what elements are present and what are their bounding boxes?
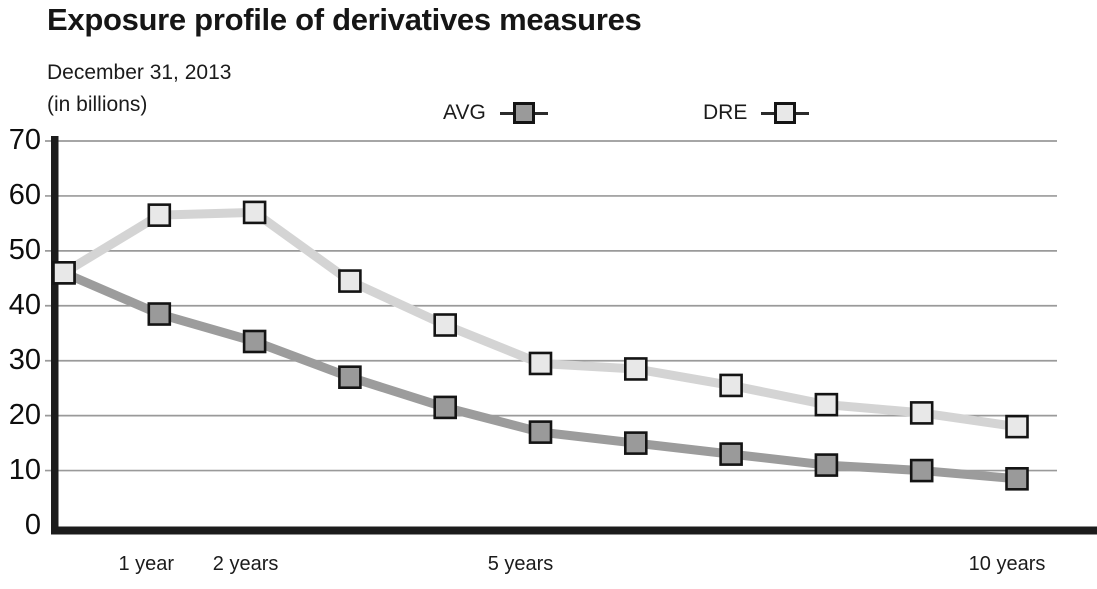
avg-marker: [909, 458, 934, 483]
dre-marker: [909, 401, 934, 425]
y-axis-line: [51, 136, 59, 535]
avg-marker: [623, 431, 648, 455]
chart-title: Exposure profile of derivatives measures: [47, 2, 642, 37]
y-axis-label: 20: [8, 398, 41, 431]
avg-line: [62, 268, 1018, 484]
dre-marker: [52, 261, 76, 285]
dre-marker: [147, 203, 172, 227]
y-axis-label: 50: [8, 233, 41, 266]
avg-marker: [338, 365, 362, 389]
dre-line: [61, 207, 1018, 432]
dre-marker: [623, 357, 648, 381]
avg-marker: [147, 302, 172, 326]
x-axis-label: 1 year: [118, 553, 175, 575]
x-axis-label: 2 years: [212, 553, 279, 575]
x-axis-label: 5 years: [487, 553, 554, 575]
avg-marker: [1005, 467, 1029, 491]
dre-marker: [1005, 414, 1029, 439]
chart-subtitle-units: (in billions): [47, 93, 148, 116]
y-axis-label: 40: [8, 288, 41, 321]
y-axis-label: 0: [24, 508, 41, 541]
legend-label-dre: DRE: [703, 101, 748, 124]
dre-marker: [433, 313, 458, 337]
avg-marker: [528, 420, 553, 444]
y-axis-label: 10: [8, 453, 41, 486]
avg-marker: [719, 442, 743, 466]
dre-marker: [242, 200, 267, 225]
avg-series-marker-icon: [499, 101, 548, 125]
dre-marker: [719, 373, 743, 398]
avg-marker: [433, 395, 458, 420]
x-axis-line: [51, 526, 1097, 535]
y-axis-label: 60: [8, 178, 41, 211]
dre-series-marker-icon: [761, 101, 810, 125]
legend-item-dre: DRE: [703, 101, 810, 125]
y-axis-label: 30: [8, 343, 41, 376]
legend-label-avg: AVG: [443, 101, 486, 124]
dre-marker: [528, 351, 553, 376]
y-axis-label: 70: [8, 124, 41, 156]
dre-marker: [338, 269, 362, 293]
legend-item-avg: AVG: [443, 101, 548, 125]
avg-marker: [814, 453, 839, 477]
avg-marker: [242, 329, 267, 354]
legend-square-swatch-dre: [774, 101, 797, 124]
chart-subtitle-date: December 31, 2013: [47, 61, 232, 84]
dre-marker: [814, 392, 839, 417]
legend-square-swatch-avg: [512, 101, 535, 124]
x-axis-label: 10 years: [968, 553, 1046, 575]
